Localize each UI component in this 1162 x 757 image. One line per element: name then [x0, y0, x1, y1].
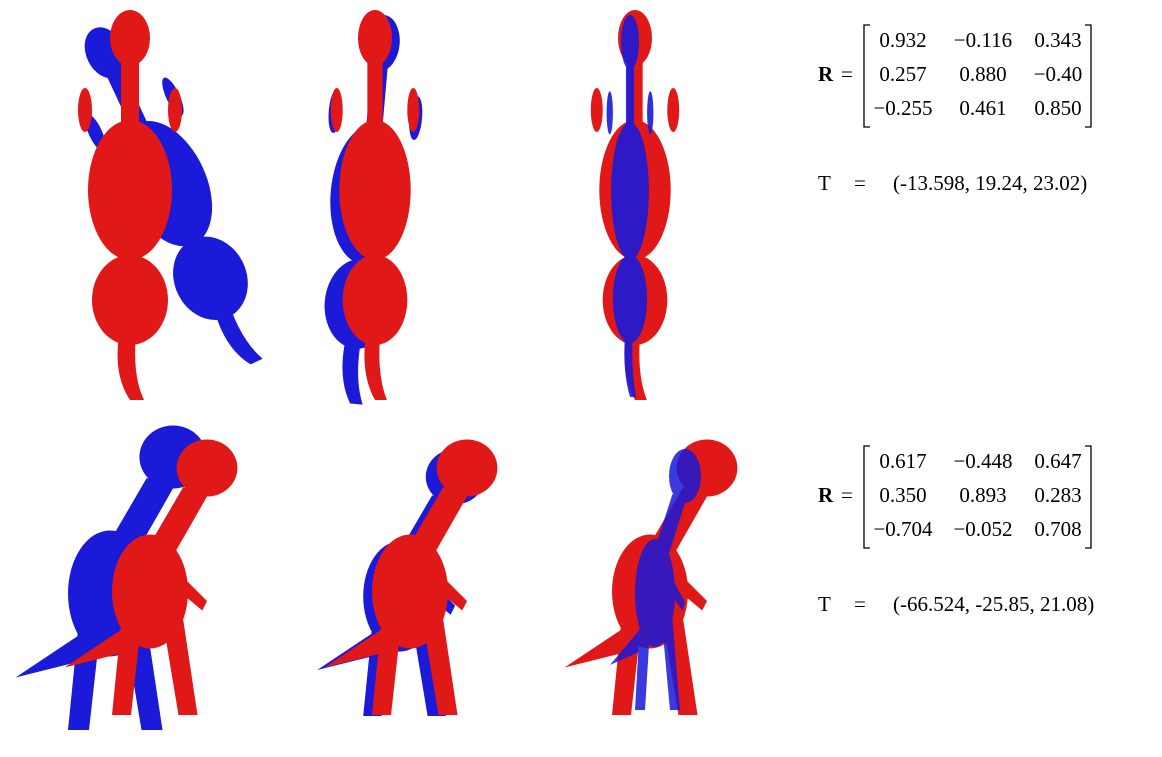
matrix-entry: −0.704 — [873, 517, 933, 541]
matrix-entry: −0.116 — [954, 28, 1012, 52]
matrix-entry: 0.647 — [1034, 449, 1081, 473]
renderings — [16, 8, 738, 730]
arm — [607, 91, 613, 134]
t-equals: = — [854, 592, 866, 616]
t-symbol: T — [818, 592, 831, 616]
arm — [168, 88, 182, 132]
bracket-right — [1085, 25, 1091, 127]
leg — [164, 620, 197, 715]
matrix-entry: 0.880 — [959, 62, 1006, 86]
neck — [367, 60, 382, 130]
neck — [626, 64, 634, 133]
matrix-entry: 0.617 — [879, 449, 926, 473]
bracket-left — [864, 446, 870, 548]
matrix-entry: 0.708 — [1034, 517, 1081, 541]
matrix-entry: 0.932 — [879, 28, 926, 52]
t-equals: = — [854, 171, 866, 195]
r-symbol: R — [818, 62, 834, 86]
arm — [78, 88, 92, 132]
matrix-entry: 0.461 — [959, 96, 1006, 120]
arm — [407, 88, 419, 132]
matrix-entry: 0.343 — [1034, 28, 1081, 52]
arm — [667, 88, 679, 132]
figure: R = 0.932 −0.116 0.343 0.257 0.880 −0.40 −0.255 0… — [0, 0, 1162, 757]
arm — [591, 88, 603, 132]
neck — [121, 60, 139, 130]
head — [358, 10, 392, 66]
matrix-entry: −0.448 — [953, 449, 1012, 473]
tail — [16, 636, 79, 678]
model — [325, 440, 498, 716]
matrix-entry: 0.850 — [1034, 96, 1081, 120]
head — [437, 440, 498, 497]
matrix-entry: 0.283 — [1034, 483, 1081, 507]
bracket-left — [864, 25, 870, 127]
matrix-entry: 0.893 — [959, 483, 1006, 507]
equations: R = 0.932 −0.116 0.343 0.257 0.880 −0.40 −0.255 0… — [818, 25, 1094, 616]
body — [611, 123, 649, 260]
t-symbol: T — [818, 171, 831, 195]
matrix-entry: 0.257 — [879, 62, 926, 86]
head — [177, 440, 238, 497]
matrix-entry: −0.40 — [1034, 62, 1083, 86]
head — [669, 449, 701, 503]
bracket-right — [1085, 446, 1091, 548]
body — [339, 120, 410, 260]
model — [49, 8, 295, 386]
matrix-entry: 0.350 — [879, 483, 926, 507]
head — [621, 15, 639, 70]
r-symbol: R — [818, 483, 834, 507]
r-equals: = — [841, 483, 853, 507]
matrix-entry: −0.255 — [873, 96, 932, 120]
r-equals: = — [841, 62, 853, 86]
arm — [331, 88, 343, 132]
head — [110, 10, 150, 66]
body — [88, 120, 172, 260]
t-vector: (-66.524, -25.85, 21.08) — [893, 592, 1094, 616]
t-vector: (-13.598, 19.24, 23.02) — [893, 171, 1087, 195]
matrix-entry: −0.052 — [953, 517, 1012, 541]
arm — [647, 91, 653, 134]
